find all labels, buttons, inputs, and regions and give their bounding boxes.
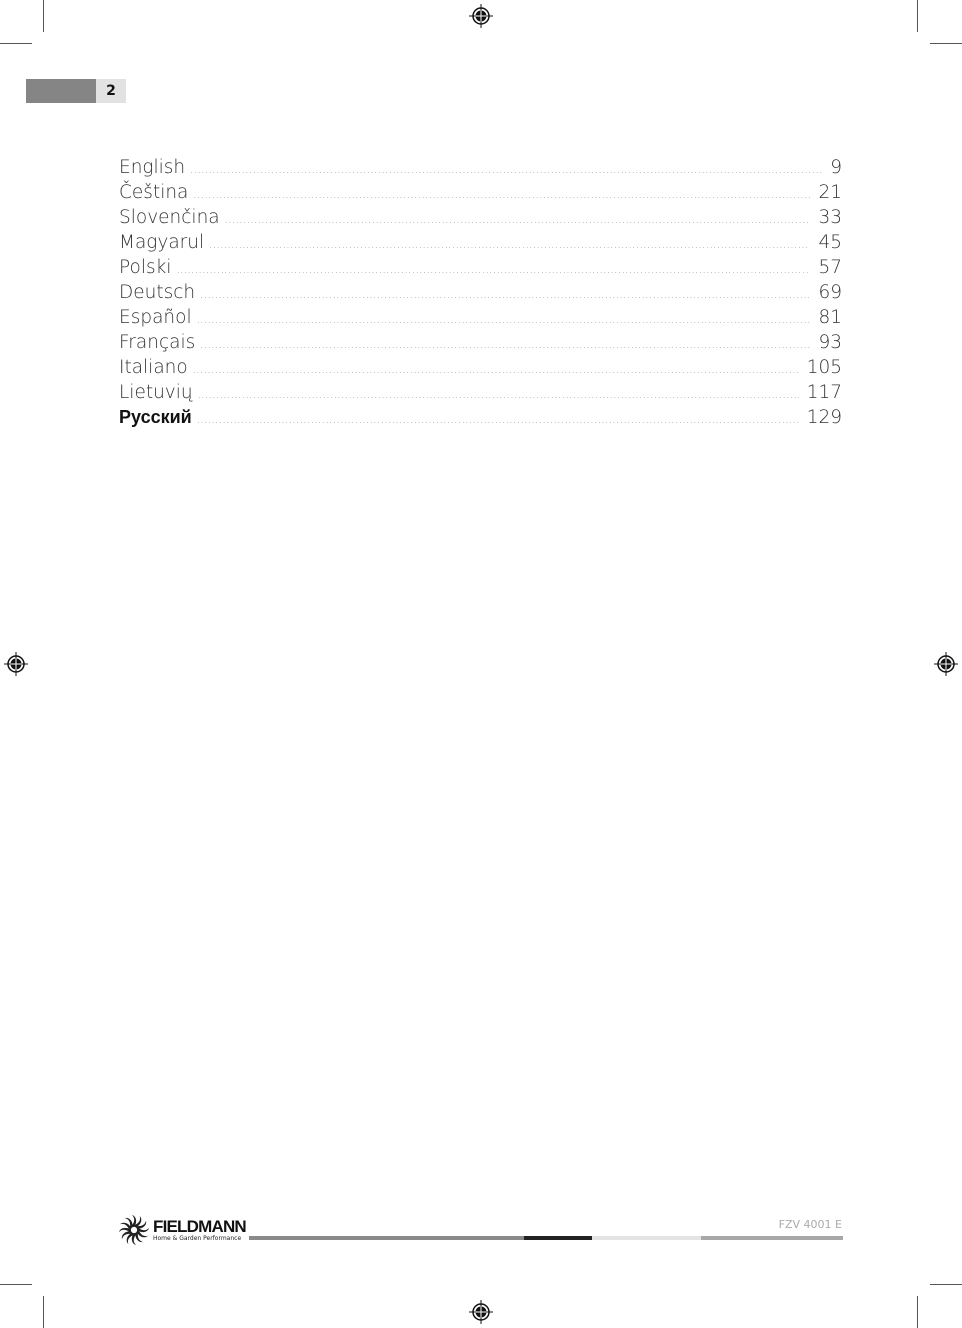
- dot-leader: ........................................…: [196, 415, 799, 426]
- dot-leader: ........................................…: [200, 290, 810, 301]
- toc-language: Magyarul: [119, 232, 205, 253]
- footer-rule: [249, 1236, 524, 1240]
- toc-language: Русский: [119, 407, 192, 427]
- crop-mark: [0, 43, 32, 44]
- toc-language: Español: [119, 307, 192, 328]
- page-number-box: 2: [26, 79, 126, 103]
- registration-mark-icon: [4, 652, 28, 676]
- footer-rule-accent: [524, 1236, 592, 1240]
- registration-mark-icon: [934, 652, 958, 676]
- toc-page: 93: [818, 332, 842, 353]
- table-of-contents: English.................................…: [119, 157, 842, 432]
- toc-entry[interactable]: Italiano................................…: [119, 357, 842, 382]
- toc-entry[interactable]: Deutsch.................................…: [119, 282, 842, 307]
- dot-leader: ........................................…: [196, 315, 811, 326]
- toc-entry[interactable]: Polski..................................…: [119, 257, 842, 282]
- toc-language: Deutsch: [119, 282, 196, 303]
- toc-page: 117: [806, 382, 842, 403]
- crop-mark: [0, 1284, 32, 1285]
- toc-page: 105: [806, 357, 842, 378]
- crop-mark: [917, 1296, 918, 1328]
- toc-page: 69: [818, 282, 842, 303]
- toc-page: 45: [818, 232, 842, 253]
- toc-language: Polski: [119, 257, 172, 278]
- toc-entry[interactable]: Slovenčina..............................…: [119, 207, 842, 232]
- dot-leader: ........................................…: [192, 365, 799, 376]
- crop-mark: [930, 43, 962, 44]
- page-bar: [26, 79, 96, 103]
- dot-leader: ........................................…: [190, 165, 823, 176]
- fieldmann-logo: FIELDMANN Home & Garden Performance: [118, 1214, 247, 1246]
- toc-language: English: [119, 157, 186, 178]
- toc-entry[interactable]: Español.................................…: [119, 307, 842, 332]
- crop-mark: [43, 0, 44, 32]
- crop-mark: [917, 0, 918, 32]
- toc-page: 33: [818, 207, 842, 228]
- registration-mark-icon: [469, 1300, 493, 1324]
- toc-language: Français: [119, 332, 196, 353]
- toc-entry[interactable]: English.................................…: [119, 157, 842, 182]
- toc-entry[interactable]: Lietuvių................................…: [119, 382, 842, 407]
- toc-entry[interactable]: Magyarul................................…: [119, 232, 842, 257]
- footer-rule: [592, 1236, 701, 1240]
- toc-page: 81: [818, 307, 842, 328]
- dot-leader: ........................................…: [176, 265, 810, 276]
- footer-rule: [701, 1236, 843, 1240]
- dot-leader: ........................................…: [209, 240, 810, 251]
- toc-page: 21: [818, 182, 842, 203]
- crop-mark: [930, 1284, 962, 1285]
- dot-leader: ........................................…: [200, 340, 810, 351]
- toc-page: 9: [830, 157, 842, 178]
- toc-entry[interactable]: Français................................…: [119, 332, 842, 357]
- toc-entry[interactable]: Čeština.................................…: [119, 182, 842, 207]
- toc-language: Čeština: [119, 182, 189, 203]
- registration-mark-icon: [469, 4, 493, 28]
- toc-language: Italiano: [119, 357, 188, 378]
- brand-name: FIELDMANN: [153, 1217, 247, 1236]
- dot-leader: ........................................…: [197, 390, 799, 401]
- crop-mark: [43, 1296, 44, 1328]
- toc-page: 129: [806, 407, 842, 428]
- toc-entry[interactable]: Русский.................................…: [119, 407, 842, 432]
- toc-language: Lietuvių: [119, 382, 193, 403]
- dot-leader: ........................................…: [193, 190, 811, 201]
- toc-language: Slovenčina: [119, 207, 220, 228]
- brand-tagline: Home & Garden Performance: [153, 1235, 242, 1242]
- model-number: FZV 4001 E: [778, 1218, 842, 1231]
- toc-page: 57: [818, 257, 842, 278]
- page-number: 2: [96, 79, 126, 103]
- fan-logo-icon: [119, 1215, 149, 1245]
- dot-leader: ........................................…: [224, 215, 811, 226]
